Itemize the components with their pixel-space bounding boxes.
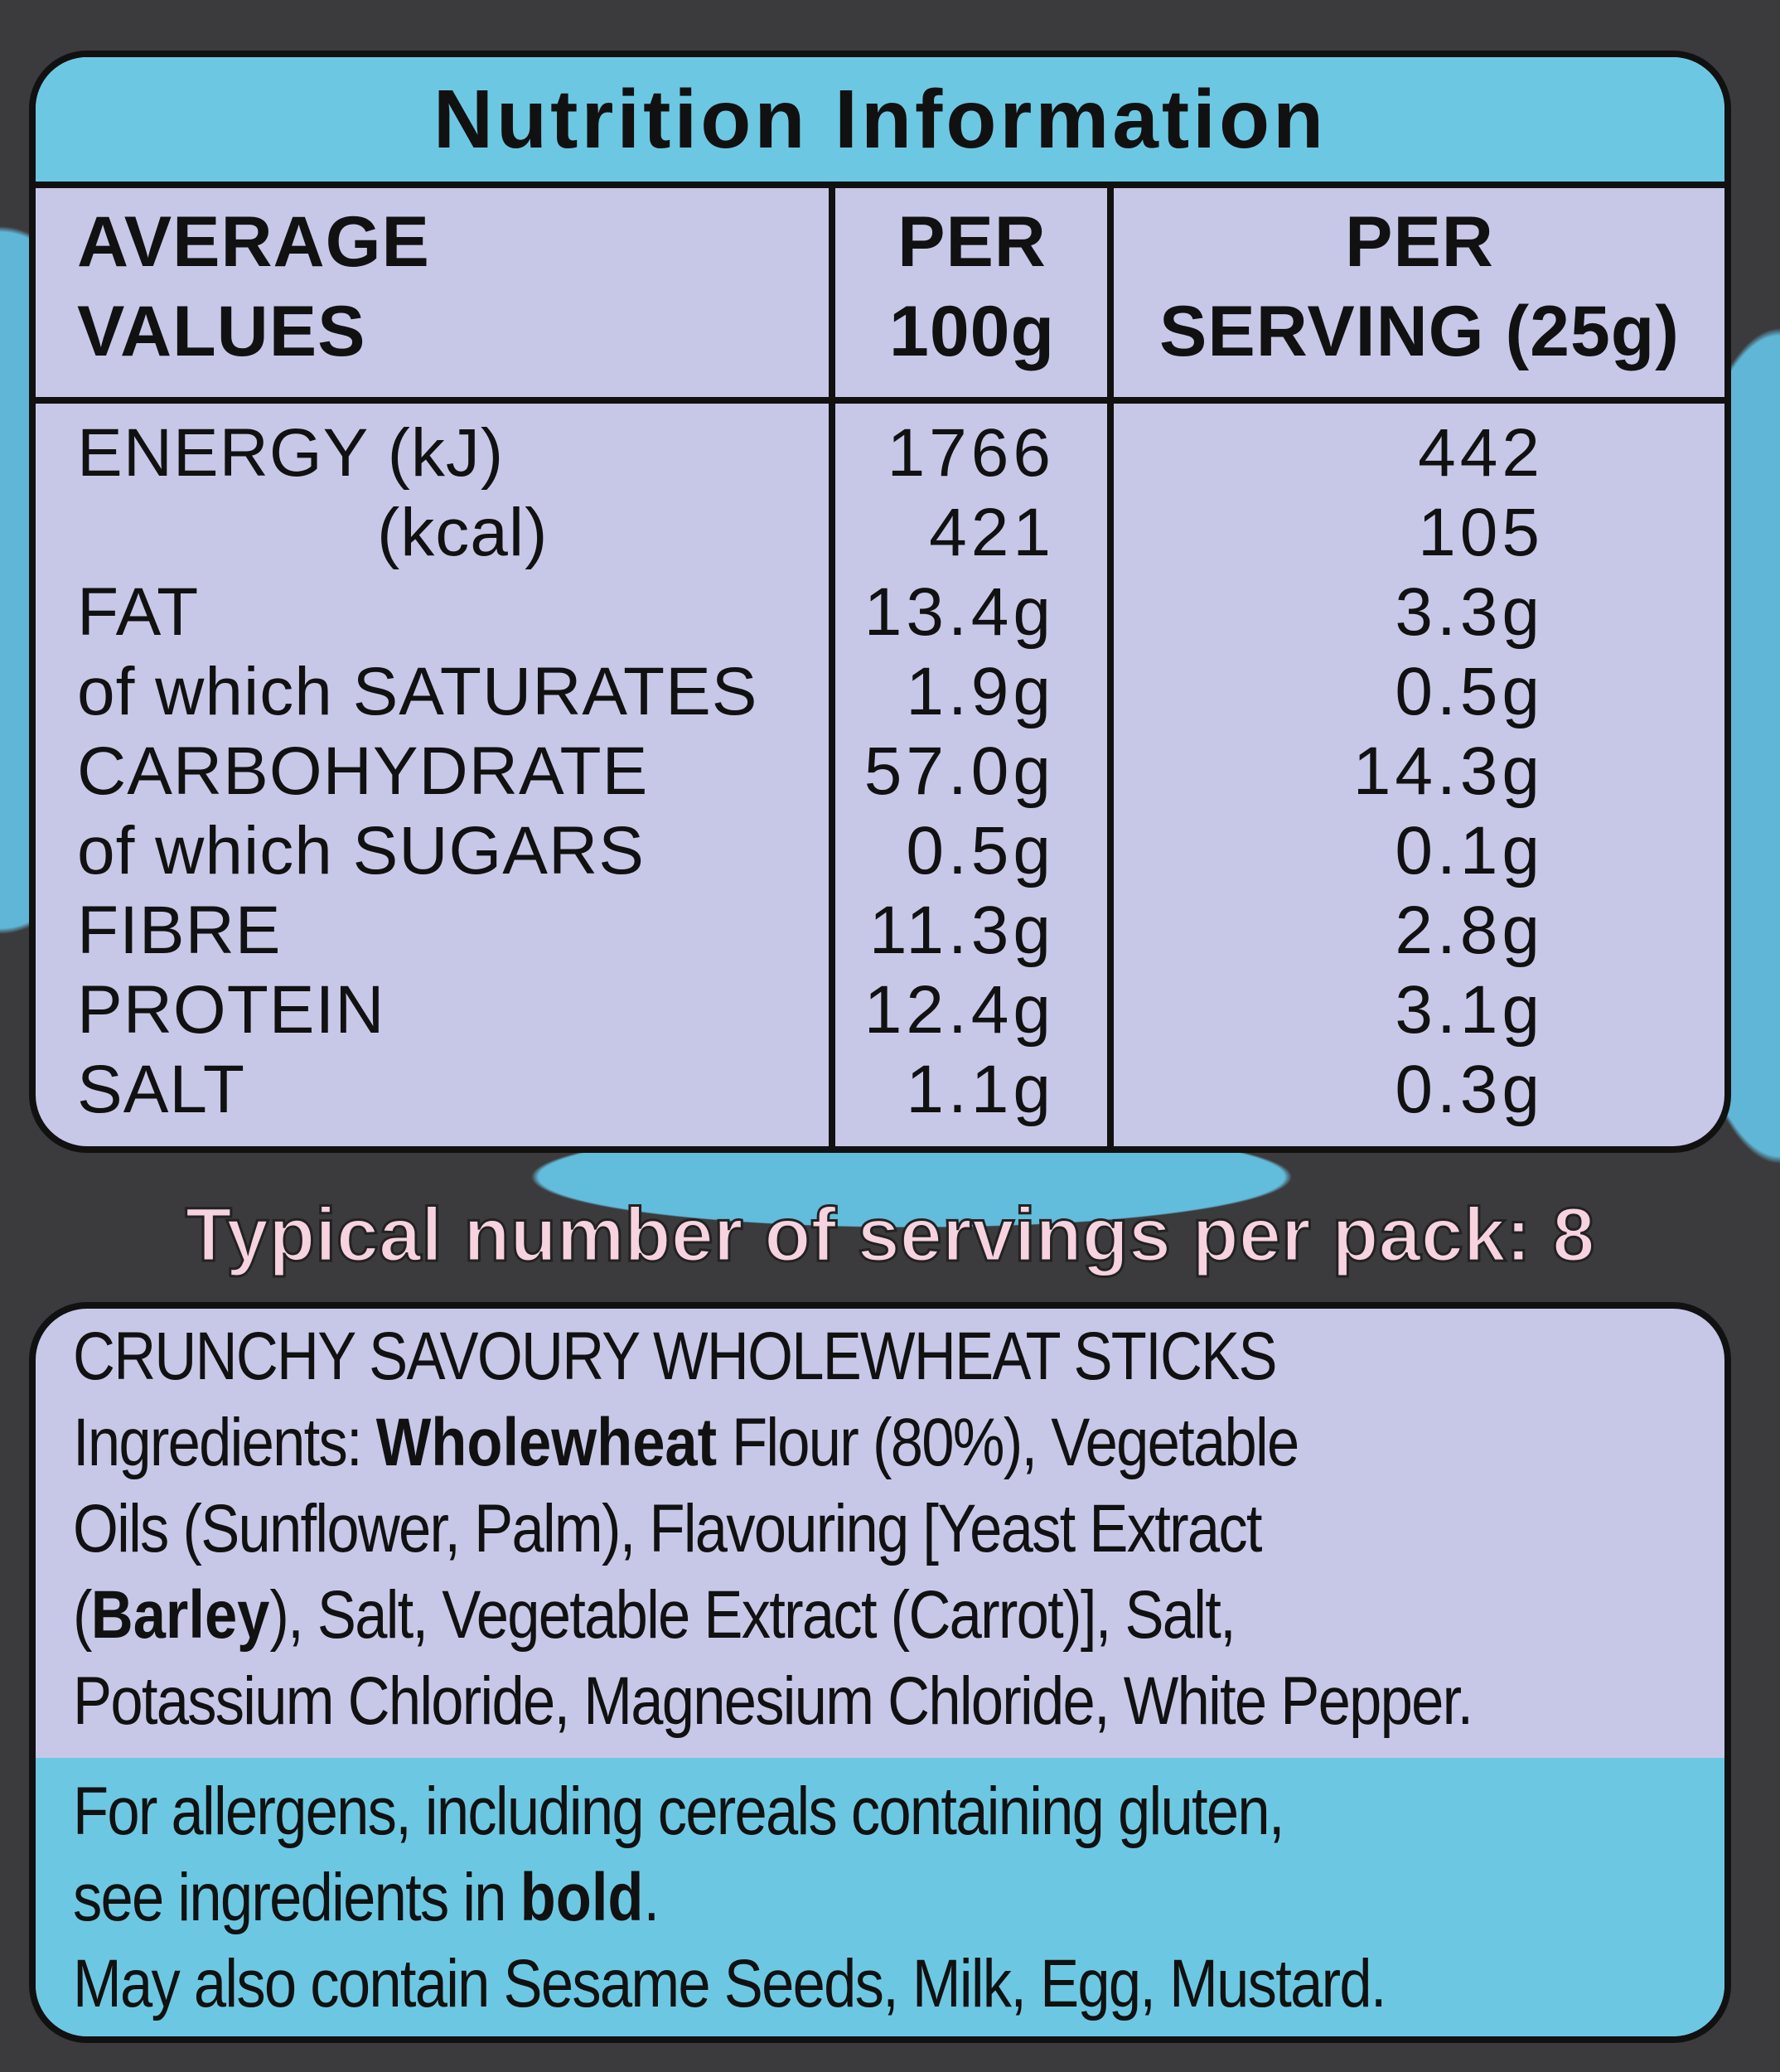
text-segment: Potassium Chloride, Magnesium Chloride, … (73, 1663, 1473, 1739)
text-segment: ( (73, 1577, 93, 1653)
nutrient-value: 1.9g (906, 654, 1055, 729)
header-cell: VALUES (77, 292, 366, 371)
nutrient-value: 3.1g (1395, 972, 1544, 1048)
servings: Typical number of servings per pack: 8 (184, 1193, 1596, 1278)
text-segment: Oils (Sunflower, Palm), Flavouring [Yeas… (73, 1491, 1263, 1566)
nutrient-value: 0.1g (1395, 813, 1544, 888)
nutrient-value: 0.3g (1395, 1052, 1544, 1127)
nutrient-label: of which SATURATES (77, 654, 758, 729)
nutrient-value: 1766 (887, 415, 1055, 491)
column-rule (829, 182, 835, 1146)
nutrient-label: SALT (77, 1052, 245, 1127)
ingredients-line: Ingredients: Wholewheat Flour (80%), Veg… (73, 1400, 1299, 1486)
nutrient-label: (kcal) (377, 495, 549, 570)
text-segment: bold (520, 1860, 644, 1935)
nutrient-value: 3.3g (1395, 574, 1544, 650)
nutrient-value: 421 (929, 495, 1055, 570)
title-band (36, 57, 1724, 188)
header-rule (36, 397, 1724, 404)
allergen-band (36, 1758, 1724, 2036)
nutrient-label: CARBOHYDRATE (77, 733, 649, 809)
nutrient-value: 0.5g (906, 813, 1055, 888)
nutrient-label: of which SUGARS (77, 813, 645, 888)
nutrient-value: 12.4g (863, 972, 1055, 1048)
nutrient-label: PROTEIN (77, 972, 385, 1048)
column-rule (1107, 182, 1114, 1146)
nutrient-value: 2.8g (1395, 893, 1544, 968)
text-segment: For allergens, including cereals contain… (73, 1774, 1284, 1849)
nutrient-label: FAT (77, 574, 200, 650)
nutrient-value: 442 (1418, 415, 1544, 491)
allergens-line: For allergens, including cereals contain… (73, 1769, 1284, 1855)
nutrient-value: 57.0g (863, 733, 1055, 809)
nutrient-value: 11.3g (868, 893, 1055, 968)
text-segment: see ingredients in (73, 1860, 520, 1935)
nutrient-value: 13.4g (863, 574, 1055, 650)
allergens-line: see ingredients in bold. (73, 1855, 660, 1941)
ingredients-line: Oils (Sunflower, Palm), Flavouring [Yeas… (73, 1486, 1263, 1572)
ingredients-panel: CRUNCHY SAVOURY WHOLEWHEAT STICKS Ingredi… (29, 1302, 1731, 2043)
nutrient-value: 0.5g (1395, 654, 1544, 729)
allergens-line: May also contain Sesame Seeds, Milk, Egg… (73, 1941, 1386, 2027)
header-cell: PER (1345, 202, 1494, 282)
header-cell: 100g (888, 292, 1056, 371)
ingredients-line: CRUNCHY SAVOURY WHOLEWHEAT STICKS (73, 1314, 1278, 1400)
nutrition-panel: Nutrition Information AVERAGE VALUES PER 100… (29, 51, 1731, 1153)
nutrient-label: FIBRE (77, 893, 282, 968)
text-segment: Wholewheat (375, 1405, 718, 1480)
header-cell: SERVING (25g) (1159, 292, 1680, 371)
text-segment: ), Salt, Vegetable Extract (Carrot)], Sa… (269, 1577, 1236, 1653)
nutrient-label: ENERGY (kJ) (77, 415, 505, 491)
nutrient-value: 105 (1418, 495, 1544, 570)
ingredients-line: Potassium Chloride, Magnesium Chloride, … (73, 1658, 1473, 1745)
nutrient-value: 1.1g (906, 1052, 1055, 1127)
text-segment: Flour (80%), Vegetable (717, 1405, 1299, 1480)
header-cell: AVERAGE (77, 202, 430, 282)
text-segment: Ingredients: (73, 1405, 376, 1480)
ingredients-line: (Barley), Salt, Vegetable Extract (Carro… (73, 1572, 1236, 1658)
header-cell: PER (897, 202, 1047, 282)
nutrient-value: 14.3g (1352, 733, 1544, 809)
text-segment: May also contain Sesame Seeds, Milk, Egg… (73, 1946, 1386, 2021)
text-segment: CRUNCHY SAVOURY WHOLEWHEAT STICKS (73, 1319, 1278, 1394)
title: Nutrition Information (433, 73, 1328, 166)
text-segment: Barley (90, 1577, 270, 1653)
text-segment: . (643, 1860, 660, 1935)
